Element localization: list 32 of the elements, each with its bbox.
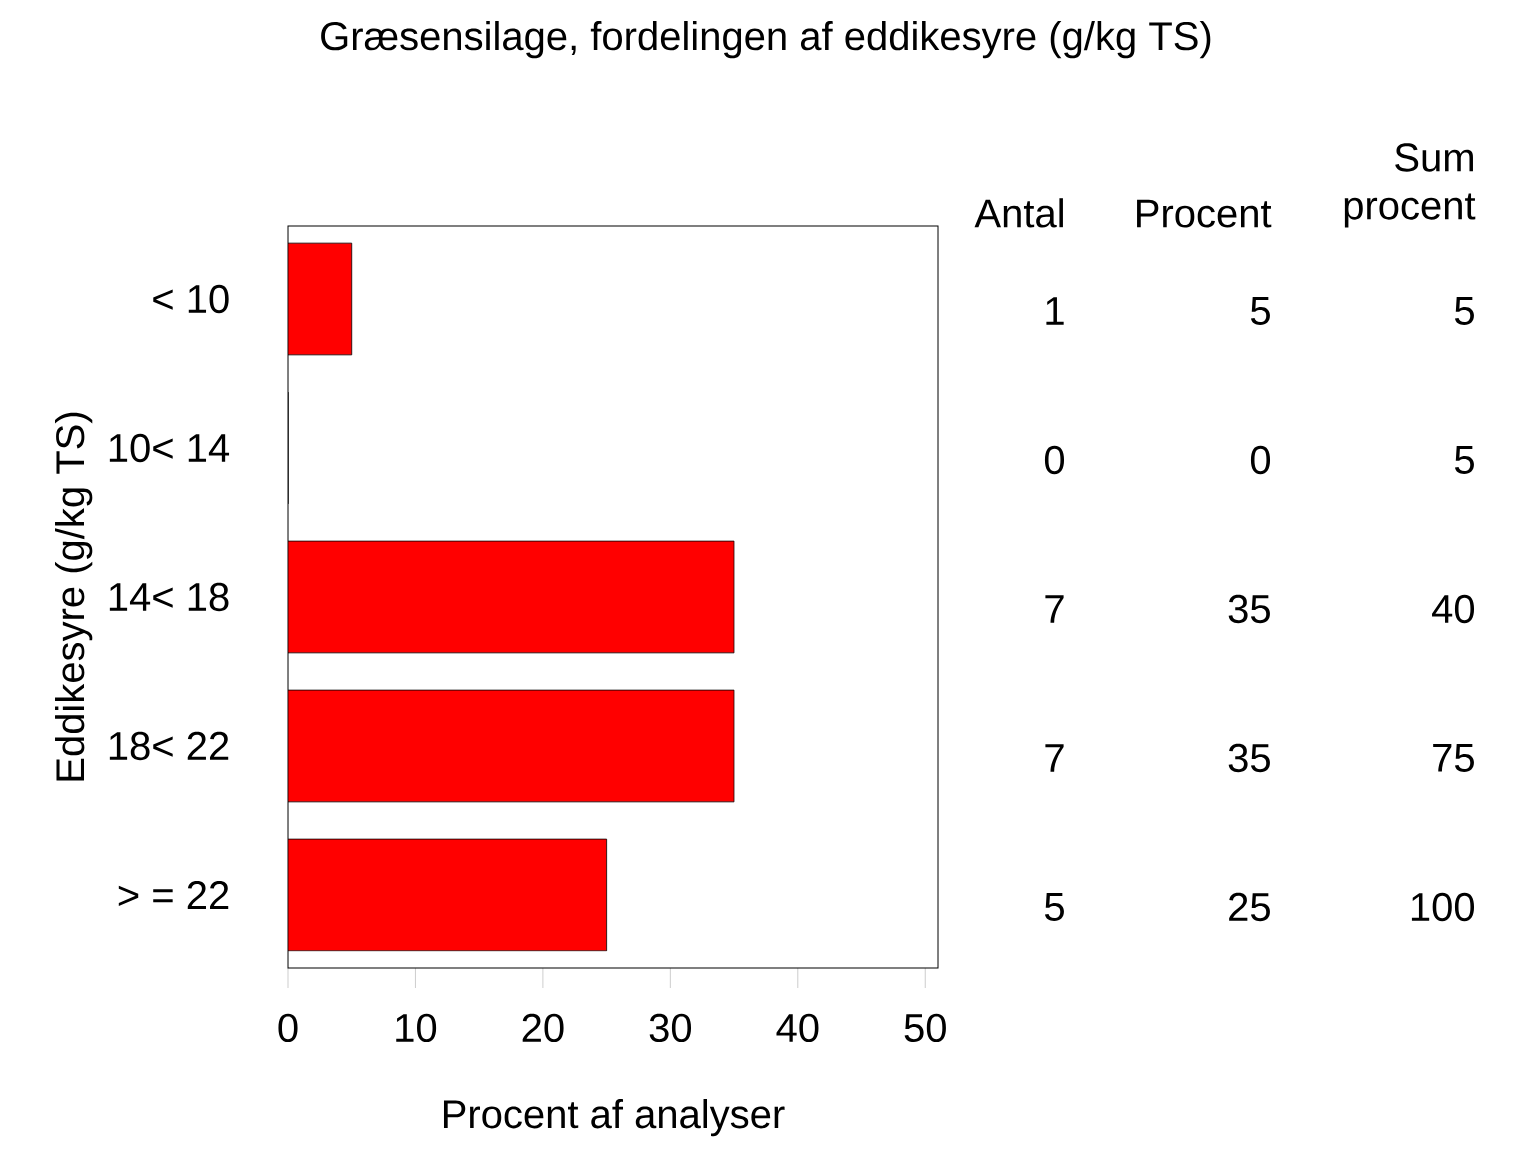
text: Procent (1137, 199, 1272, 228)
y-tick-label: 10< 14 (109, 433, 230, 463)
text: Antal (974, 198, 1063, 228)
text: 100 (1411, 892, 1475, 922)
y-tick-label: < 10 (153, 284, 229, 314)
text: 0 (1044, 445, 1065, 475)
y-tick-label: 18< 22 (109, 731, 229, 761)
y-tick-label: > = 22 (118, 881, 229, 909)
data-label: 0 (1250, 445, 1271, 475)
text: 5 (1454, 446, 1474, 474)
text: 40 (1432, 594, 1475, 624)
y-axis-title: Eddikesyre (g/kg TS) (55, 412, 93, 781)
x-tick-label: 10 (396, 1013, 437, 1043)
y-tick-label: 14< 18 (109, 582, 229, 612)
x-axis-title: Procent af analyser (443, 1099, 785, 1137)
data-label: 25 (1229, 892, 1270, 922)
text: Sum procent (1344, 143, 1476, 228)
text: 7 (1045, 744, 1064, 772)
data-label: 5 (1250, 297, 1270, 325)
text: 5 (1454, 297, 1474, 325)
text: 5 (1044, 893, 1064, 921)
data-label: 35 (1228, 594, 1270, 624)
x-tick-label: 0 (278, 1013, 298, 1043)
x-tick-label: 30 (649, 1013, 692, 1043)
text: 75 (1433, 744, 1474, 772)
x-tick-label: 20 (522, 1013, 564, 1043)
text: 1 (1046, 297, 1064, 325)
x-tick-label: 40 (776, 1013, 819, 1043)
x-tick-label: 50 (904, 1013, 946, 1043)
data-label: 35 (1228, 743, 1270, 773)
chart-title: Græsensilage, fordelingen af eddikesyre (g/kg TS) (321, 21, 1211, 59)
text: 7 (1045, 595, 1064, 623)
